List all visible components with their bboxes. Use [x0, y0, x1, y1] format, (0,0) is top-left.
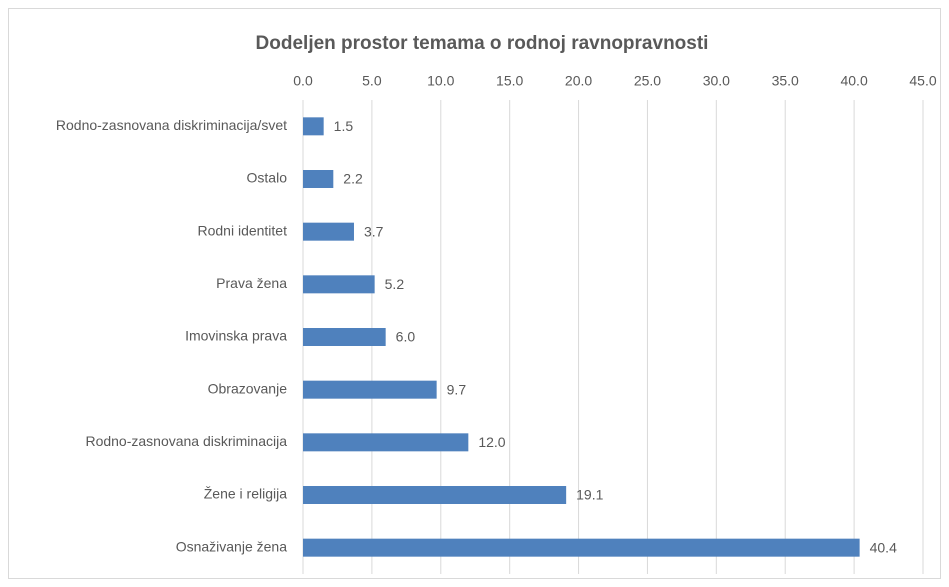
x-tick-label: 25.0: [634, 73, 661, 89]
data-label: 1.5: [334, 118, 354, 134]
y-tick-label: Rodni identitet: [197, 222, 287, 238]
y-tick-label: Rodno-zasnovana diskriminacija: [85, 433, 287, 449]
bar: [303, 328, 386, 346]
x-tick-label: 35.0: [772, 73, 799, 89]
bar: [303, 170, 334, 188]
bar: [303, 486, 567, 504]
data-label: 2.2: [343, 171, 363, 187]
y-tick-label: Prava žena: [216, 275, 287, 291]
bar: [303, 222, 354, 241]
data-label: 40.4: [870, 539, 897, 555]
x-tick-label: 45.0: [909, 73, 936, 89]
x-tick-label: 20.0: [565, 73, 592, 89]
data-label: 3.7: [364, 223, 384, 239]
y-tick-label: Rodno-zasnovana diskriminacija/svet: [56, 117, 287, 133]
data-label: 12.0: [478, 434, 505, 450]
x-tick-label: 0.0: [293, 73, 313, 89]
x-tick-label: 30.0: [703, 73, 730, 89]
bar: [303, 117, 324, 136]
data-label: 9.7: [447, 381, 467, 397]
y-tick-label: Žene i religija: [204, 486, 287, 502]
data-label: 5.2: [385, 276, 405, 292]
data-label: 6.0: [396, 329, 416, 345]
x-tick-label: 15.0: [496, 73, 523, 89]
bar: [303, 433, 469, 452]
data-label: 19.1: [576, 487, 603, 503]
bar: [303, 275, 375, 294]
bar: [303, 538, 860, 557]
x-tick-label: 10.0: [427, 73, 454, 89]
x-tick-label: 40.0: [840, 73, 867, 89]
y-tick-label: Obrazovanje: [208, 380, 288, 396]
bar: [303, 380, 437, 399]
chart-title: Dodeljen prostor temama o rodnoj ravnopr…: [256, 33, 709, 54]
x-tick-label: 5.0: [362, 73, 382, 89]
y-tick-label: Osnaživanje žena: [176, 538, 288, 554]
y-tick-label: Ostalo: [247, 170, 288, 186]
y-tick-label: Imovinska prava: [185, 328, 287, 344]
